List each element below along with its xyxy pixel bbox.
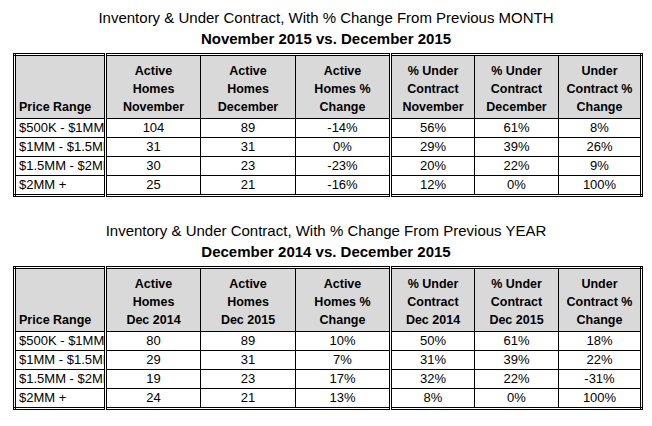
column-header-price-range: Price Range [15,268,106,332]
value-cell: 104 [106,119,201,138]
value-cell: 22% [559,351,642,370]
value-cell: 50% [391,332,475,351]
value-cell: 32% [391,370,475,389]
value-cell: 0% [296,138,391,157]
table-row: $1.5MM - $2MM 19 23 17% 32% 22% -31% [15,370,642,389]
yearly-table-subtitle: December 2014 vs. December 2015 [0,241,652,266]
price-range-cell: $2MM + [15,176,106,196]
monthly-table: Price Range Active Homes November Active… [13,53,643,197]
value-cell: 17% [296,370,391,389]
value-cell: 9% [559,157,642,176]
value-cell: -14% [296,119,391,138]
value-cell: 25 [106,176,201,196]
column-header-active-homes-december: Active Homes December [201,55,296,119]
yearly-table-header: Price Range Active Homes Dec 2014 Active… [15,268,642,332]
yearly-table-title: Inventory & Under Contract, With % Chang… [0,213,652,241]
table-row: $500K - $1MM 80 89 10% 50% 61% 18% [15,332,642,351]
value-cell: 23 [201,157,296,176]
price-range-cell: $1MM - $1.5MM [15,351,106,370]
value-cell: 61% [475,332,559,351]
value-cell: 20% [391,157,475,176]
value-cell: 31 [201,138,296,157]
column-header-active-homes-pct-change: Active Homes % Change [296,55,391,119]
value-cell: 100% [559,389,642,409]
value-cell: 13% [296,389,391,409]
column-header-active-homes-dec-2014: Active Homes Dec 2014 [106,268,201,332]
yearly-comparison-section: Inventory & Under Contract, With % Chang… [0,213,652,410]
table-row: $1MM - $1.5MM 31 31 0% 29% 39% 26% [15,138,642,157]
value-cell: 0% [475,389,559,409]
value-cell: 8% [559,119,642,138]
table-row: $500K - $1MM 104 89 -14% 56% 61% 8% [15,119,642,138]
value-cell: -23% [296,157,391,176]
value-cell: 0% [475,176,559,196]
value-cell: 26% [559,138,642,157]
monthly-table-header: Price Range Active Homes November Active… [15,55,642,119]
price-range-cell: $1.5MM - $2MM [15,370,106,389]
column-header-under-contract-pct-change: Under Contract % Change [559,268,642,332]
price-range-cell: $1.5MM - $2MM [15,157,106,176]
value-cell: 61% [475,119,559,138]
column-header-active-homes-dec-2015: Active Homes Dec 2015 [201,268,296,332]
value-cell: 39% [475,138,559,157]
column-header-under-contract-december: % Under Contract December [475,55,559,119]
value-cell: 80 [106,332,201,351]
price-range-cell: $500K - $1MM [15,119,106,138]
column-header-price-range: Price Range [15,55,106,119]
monthly-table-title: Inventory & Under Contract, With % Chang… [0,0,652,28]
monthly-table-subtitle: November 2015 vs. December 2015 [0,28,652,53]
value-cell: 30 [106,157,201,176]
yearly-table: Price Range Active Homes Dec 2014 Active… [13,266,643,410]
value-cell: 10% [296,332,391,351]
table-row: $1.5MM - $2MM 30 23 -23% 20% 22% 9% [15,157,642,176]
value-cell: 23 [201,370,296,389]
value-cell: 19 [106,370,201,389]
value-cell: 89 [201,119,296,138]
column-header-under-contract-dec-2014: % Under Contract Dec 2014 [391,268,475,332]
column-header-under-contract-november: % Under Contract November [391,55,475,119]
value-cell: 18% [559,332,642,351]
value-cell: 8% [391,389,475,409]
value-cell: 29 [106,351,201,370]
column-header-under-contract-pct-change: Under Contract % Change [559,55,642,119]
value-cell: 21 [201,176,296,196]
column-header-active-homes-pct-change: Active Homes % Change [296,268,391,332]
value-cell: -31% [559,370,642,389]
table-row: $2MM + 25 21 -16% 12% 0% 100% [15,176,642,196]
value-cell: 24 [106,389,201,409]
header-row: Price Range Active Homes November Active… [15,55,642,119]
value-cell: 31% [391,351,475,370]
value-cell: 12% [391,176,475,196]
value-cell: 31 [201,351,296,370]
value-cell: 29% [391,138,475,157]
column-header-under-contract-dec-2015: % Under Contract Dec 2015 [475,268,559,332]
value-cell: 56% [391,119,475,138]
value-cell: -16% [296,176,391,196]
table-row: $1MM - $1.5MM 29 31 7% 31% 39% 22% [15,351,642,370]
value-cell: 7% [296,351,391,370]
header-row: Price Range Active Homes Dec 2014 Active… [15,268,642,332]
monthly-table-body: $500K - $1MM 104 89 -14% 56% 61% 8% $1MM… [15,119,642,196]
yearly-table-body: $500K - $1MM 80 89 10% 50% 61% 18% $1MM … [15,332,642,409]
value-cell: 100% [559,176,642,196]
column-header-active-homes-november: Active Homes November [106,55,201,119]
value-cell: 22% [475,157,559,176]
value-cell: 31 [106,138,201,157]
table-row: $2MM + 24 21 13% 8% 0% 100% [15,389,642,409]
price-range-cell: $2MM + [15,389,106,409]
report-page: Inventory & Under Contract, With % Chang… [0,0,652,426]
value-cell: 89 [201,332,296,351]
price-range-cell: $1MM - $1.5MM [15,138,106,157]
value-cell: 39% [475,351,559,370]
value-cell: 22% [475,370,559,389]
price-range-cell: $500K - $1MM [15,332,106,351]
value-cell: 21 [201,389,296,409]
monthly-comparison-section: Inventory & Under Contract, With % Chang… [0,0,652,197]
